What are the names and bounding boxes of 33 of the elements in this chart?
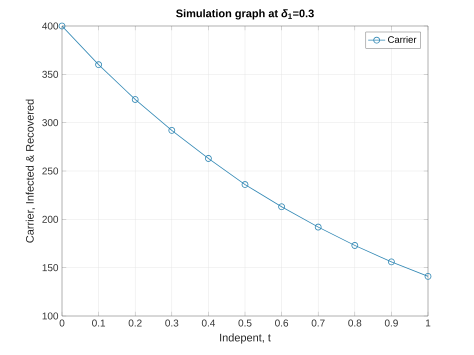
point xyxy=(278,203,285,210)
x-tick-label: 0.4 xyxy=(202,320,216,327)
x-tick-label: 0.3 xyxy=(165,320,178,327)
point xyxy=(351,242,358,249)
chart-title: Simulation graph at δ$_{1}$=0.3 xyxy=(176,9,314,20)
legend-label: Carrier xyxy=(388,36,416,43)
point xyxy=(132,96,139,103)
x-tick-label: 0.5 xyxy=(238,320,252,327)
y-tick-label: 200 xyxy=(42,216,58,223)
y-axis-title: Carrier, Infected & Recovered xyxy=(26,100,36,243)
y-tick-label: 350 xyxy=(42,70,58,78)
x-tick-label: 0.1 xyxy=(92,320,106,327)
x-tick-label: 0.8 xyxy=(348,320,362,327)
x-tick-label: 1 xyxy=(426,320,430,326)
y-tick-label: 250 xyxy=(42,167,58,175)
y-tick-label: 150 xyxy=(42,264,58,272)
y-tick-label: 300 xyxy=(42,119,58,126)
y-tick-label: 400 xyxy=(42,22,58,30)
point xyxy=(314,224,322,230)
point xyxy=(388,258,395,266)
y-tick-label: 100 xyxy=(42,312,58,320)
point xyxy=(58,22,66,30)
point xyxy=(95,61,102,68)
x-tick-label: 0.7 xyxy=(312,320,325,327)
x-tick-label: 0.2 xyxy=(128,320,142,327)
point xyxy=(205,155,212,162)
point xyxy=(424,272,432,280)
x-tick-label: 0 xyxy=(60,320,64,327)
x-tick-label: 0.6 xyxy=(275,320,288,327)
x-tick-label: 0.9 xyxy=(384,320,398,327)
point xyxy=(242,181,248,188)
x-axis-title: Indepent, t xyxy=(220,333,271,344)
point xyxy=(168,127,176,134)
